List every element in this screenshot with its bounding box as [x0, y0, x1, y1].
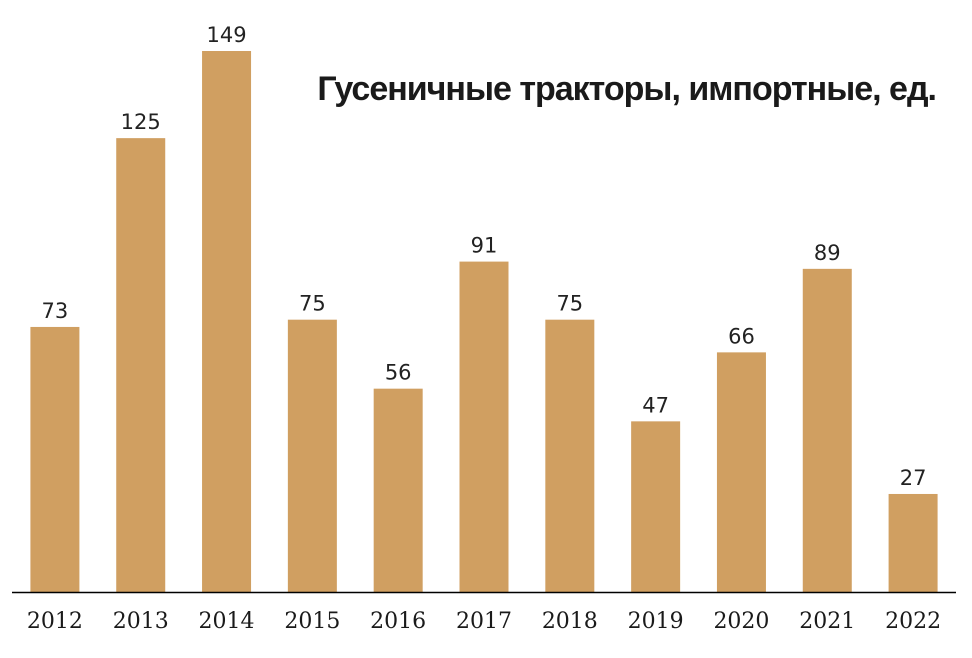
x-tick-label-2017: 2017	[456, 609, 512, 634]
bar-2018	[545, 319, 595, 592]
x-tick-label-2015: 2015	[284, 609, 340, 634]
bar-2016	[373, 388, 423, 592]
value-label-2022: 27	[900, 466, 927, 490]
x-tick-label-2014: 2014	[199, 609, 255, 634]
value-label-2012: 73	[42, 299, 69, 323]
value-label-2019: 47	[642, 393, 669, 417]
value-label-2020: 66	[728, 324, 755, 348]
x-tick-labels-group: 2012 2013 2014 2015 2016 2017 2018 2019 2020 2021…	[27, 609, 941, 634]
x-tick-label-2018: 2018	[542, 609, 598, 634]
bars-group	[30, 51, 938, 592]
x-tick-label-2019: 2019	[628, 609, 684, 634]
bar-2017	[459, 261, 509, 592]
bar-2020	[716, 352, 766, 592]
bar-2012	[30, 326, 80, 592]
value-label-2017: 91	[471, 234, 498, 258]
x-tick-label-2022: 2022	[885, 609, 941, 634]
bar-2015	[287, 319, 337, 592]
bar-2022	[888, 493, 938, 592]
x-tick-label-2020: 2020	[713, 609, 769, 634]
bar-2013	[116, 138, 166, 592]
value-label-2013: 125	[121, 110, 161, 134]
value-label-2016: 56	[385, 361, 412, 385]
x-tick-label-2012: 2012	[27, 609, 83, 634]
value-label-2015: 75	[299, 292, 326, 316]
value-label-2014: 149	[207, 23, 247, 47]
value-labels-group: 73 125 149 75 56 91 75 47 66 89 27	[42, 23, 927, 490]
bar-2021	[802, 268, 852, 592]
x-tick-label-2013: 2013	[113, 609, 169, 634]
x-tick-label-2021: 2021	[799, 609, 855, 634]
value-label-2021: 89	[814, 241, 841, 265]
value-label-2018: 75	[556, 292, 583, 316]
bar-2019	[631, 421, 681, 592]
chart-title: Гусеничные тракторы, импортные, ед.	[317, 70, 936, 108]
x-tick-label-2016: 2016	[370, 609, 426, 634]
bar-2014	[202, 51, 252, 592]
